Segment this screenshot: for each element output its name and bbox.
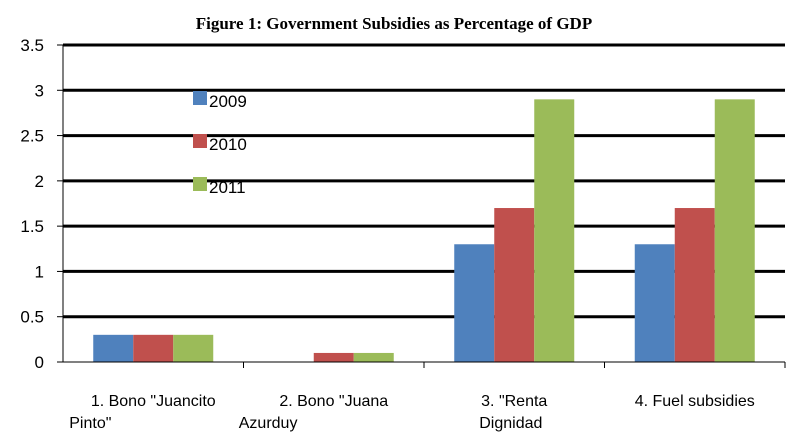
x-category-labels: 1. Bono "Juancito Pinto" 2. Bono "Juana Azu… [69, 393, 755, 432]
gridlines [63, 43, 785, 319]
legend-swatch-2011 [193, 177, 207, 191]
y-tick-label: 3 [35, 81, 44, 100]
y-tick-labels: 0 0.5 1 1.5 2 2.5 3 3.5 [20, 36, 63, 372]
legend-label: 2010 [209, 135, 247, 154]
y-tick-label: 2 [35, 172, 44, 191]
legend: 2009 2010 2011 [193, 91, 247, 197]
y-tick-label: 3.5 [20, 36, 44, 55]
y-tick-label: 2.5 [20, 127, 44, 146]
y-tick-label: 0 [35, 353, 44, 372]
legend-swatch-2010 [193, 134, 207, 148]
bar-2011 [353, 352, 394, 362]
bar-2010 [313, 352, 354, 362]
bar-2010 [494, 208, 535, 362]
bars [93, 99, 755, 362]
x-category-label: 4. Fuel subsidies [635, 393, 755, 410]
x-category-label: 1. Bono "Juancito Pinto" [69, 393, 216, 432]
bar-2010 [133, 334, 174, 362]
bar-2011 [714, 99, 755, 362]
bar-2009 [634, 244, 675, 362]
y-tick-label: 0.5 [20, 308, 44, 327]
bar-2011 [534, 99, 575, 362]
axes [62, 45, 786, 368]
y-tick-label: 1 [35, 262, 44, 281]
bar-2009 [93, 334, 134, 362]
bar-2011 [173, 334, 214, 362]
legend-label: 2009 [209, 92, 247, 111]
x-category-label: 2. Bono "Juana Azurduy [239, 393, 389, 432]
bar-2010 [674, 208, 715, 362]
bar-2009 [454, 244, 495, 362]
y-tick-label: 1.5 [20, 217, 44, 236]
legend-swatch-2009 [193, 91, 207, 105]
legend-label: 2011 [209, 178, 246, 197]
x-category-label: 3. "Renta Dignidad [479, 393, 547, 432]
chart-title: Figure 1: Government Subsidies as Percen… [196, 14, 592, 33]
